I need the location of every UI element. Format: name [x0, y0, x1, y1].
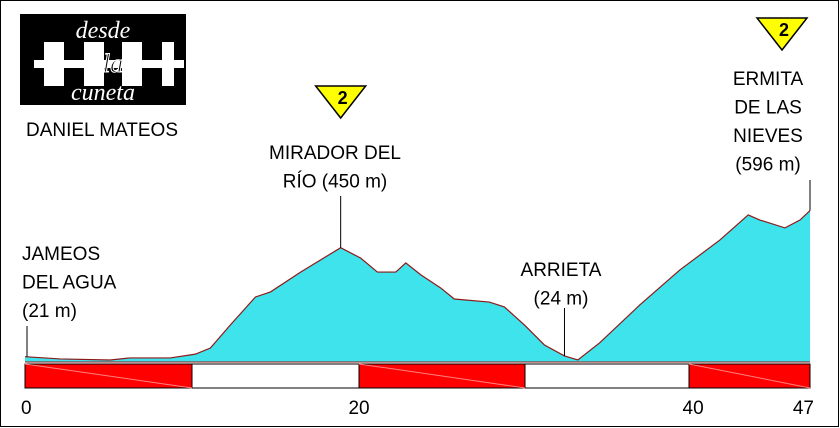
annotation-text: ARRIETA — [521, 260, 602, 281]
author: DANIEL MATEOS — [26, 120, 178, 141]
annotation-text: RÍO (450 m) — [283, 172, 388, 193]
annotation-text: DEL AGUA — [22, 273, 117, 294]
annotation-text: DE LAS — [734, 98, 802, 119]
annotation-text: JAMEOS — [22, 244, 100, 265]
profile-line — [24, 210, 811, 361]
logo-text: desde — [76, 18, 131, 44]
logo-text: la — [103, 49, 123, 78]
logo-shape — [34, 60, 184, 68]
x-tick-label: 0 — [21, 398, 32, 419]
climb-category: 2 — [338, 88, 348, 108]
area — [25, 210, 810, 362]
annotation-text: (24 m) — [534, 289, 589, 310]
logo: desde la cuneta — [20, 14, 186, 106]
km-segment-line — [24, 363, 193, 389]
annotation-text: MIRADOR DEL — [269, 143, 401, 164]
km-segment-line — [688, 363, 811, 389]
km-segment-line — [358, 363, 526, 389]
climb-marker — [314, 85, 368, 120]
annotation-text: NIEVES — [733, 126, 803, 147]
annotation-text: (596 m) — [735, 155, 800, 176]
x-tick-label: 40 — [683, 398, 704, 419]
x-tick-label: 20 — [348, 398, 369, 419]
climb-marker — [755, 17, 809, 52]
km-bar — [24, 363, 811, 389]
climb-category: 2 — [779, 20, 789, 40]
logo-text: cuneta — [71, 80, 135, 106]
x-tick-label: 47 — [793, 398, 814, 419]
annotation-text: (21 m) — [22, 301, 77, 322]
annotation-text: ERMITA — [733, 69, 804, 90]
